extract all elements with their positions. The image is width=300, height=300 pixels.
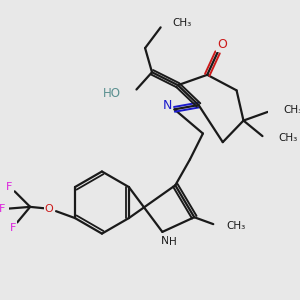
- Text: O: O: [217, 38, 227, 51]
- Text: CH₃: CH₃: [283, 105, 300, 115]
- Text: H: H: [169, 237, 177, 247]
- Text: CH₃: CH₃: [173, 18, 192, 28]
- Text: HO: HO: [103, 87, 121, 100]
- Text: CH₃: CH₃: [226, 221, 245, 231]
- Text: O: O: [45, 204, 53, 214]
- Text: F: F: [10, 223, 16, 232]
- Text: F: F: [6, 182, 13, 192]
- Text: N: N: [161, 236, 169, 245]
- Text: F: F: [0, 204, 5, 214]
- Text: CH₃: CH₃: [278, 133, 297, 143]
- Text: N: N: [163, 99, 172, 112]
